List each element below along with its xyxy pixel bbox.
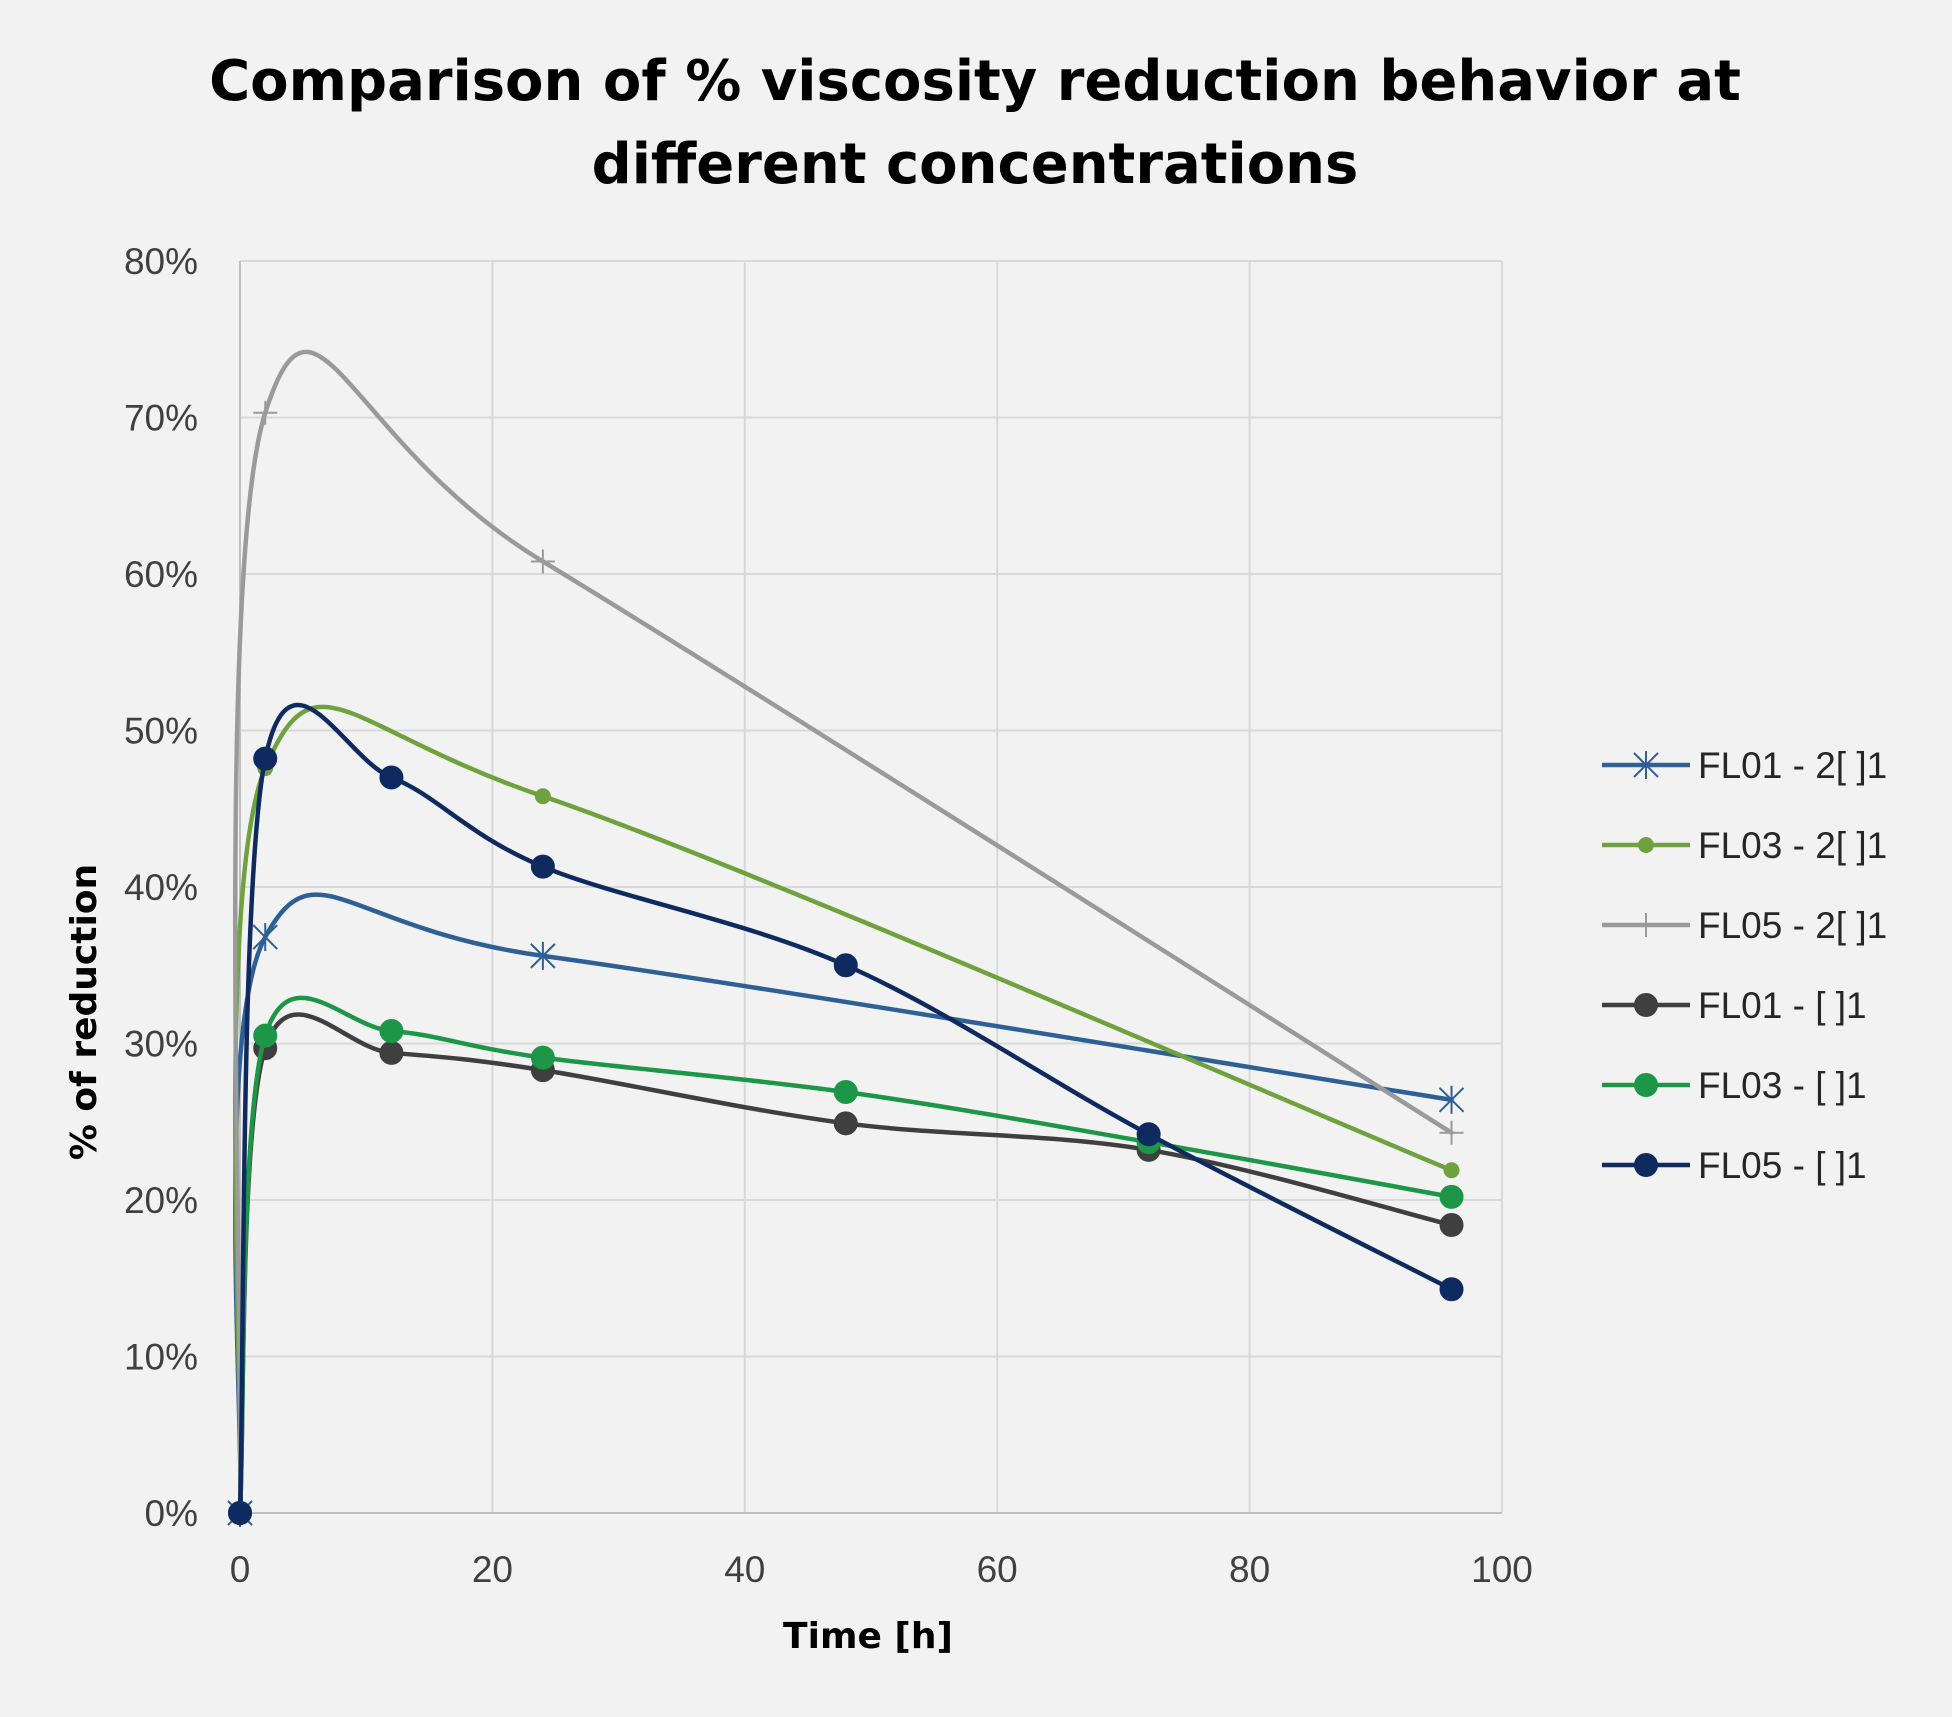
data-point-marker [252,923,278,952]
series-line [232,892,1454,1516]
data-point-marker [379,1018,404,1043]
data-point-marker [253,746,278,771]
series-1 [227,892,1465,1527]
gridlines [239,260,1503,1514]
legend-swatch-marker [1633,751,1659,779]
legend-item: FL03 - [ ]1 [1602,1065,1867,1106]
data-point-marker [833,1080,858,1105]
legend: FL01 - 2[ ]1 FL03 - 2[ ]1 FL05 - 2[ ]1 FL01… [1602,745,1887,1186]
data-point-marker [1439,1184,1464,1209]
data-point-marker [833,953,858,978]
data-point-marker [228,1501,252,1525]
legend-item: FL01 - 2[ ]1 [1602,745,1887,786]
legend-item: FL03 - 2[ ]1 [1602,825,1887,866]
legend-swatch-marker [1634,1073,1658,1097]
y-tick-label: 20% [124,1180,198,1221]
tick-labels: 0% 10% 20% 30% 40% 50% 60% 70% 80% 0 20 40 60 80 100 [124,241,1533,1590]
data-point-marker [1439,1213,1464,1238]
x-axis-title: Time [h] [783,1616,953,1657]
series-5 [228,995,1464,1525]
y-tick-label: 80% [124,241,198,282]
legend-swatch-marker [1634,993,1658,1017]
y-tick-label: 50% [124,711,198,752]
data-point-marker [530,1045,555,1070]
legend-item: FL05 - 2[ ]1 [1602,905,1887,946]
series-lines [227,349,1465,1527]
data-point-marker [1438,1085,1465,1114]
legend-label: FL03 - 2[ ]1 [1698,825,1887,866]
data-point-marker [1136,1122,1161,1147]
data-point-marker [1439,1277,1464,1302]
y-tick-label: 10% [124,1337,198,1378]
x-tick-label: 100 [1471,1549,1533,1590]
x-tick-label: 20 [472,1549,513,1590]
x-tick-label: 40 [724,1549,765,1590]
data-point-marker [1443,1162,1460,1179]
y-tick-label: 70% [124,398,198,439]
y-tick-label: 30% [124,1024,198,1065]
series-6 [228,702,1464,1525]
data-point-marker [534,788,551,805]
y-tick-label: 0% [145,1493,198,1534]
data-point-marker [530,854,555,879]
legend-item: FL01 - [ ]1 [1602,985,1867,1026]
legend-swatch-marker [1634,1153,1658,1177]
series-line [232,704,1454,1516]
series-line [237,702,1454,1516]
legend-swatch-marker [1634,913,1658,937]
x-tick-label: 80 [1229,1549,1270,1590]
data-point-marker [379,765,404,790]
x-tick-label: 60 [977,1549,1018,1590]
legend-label: FL03 - [ ]1 [1698,1065,1867,1106]
data-point-marker [253,1023,278,1048]
data-point-marker [1439,1120,1464,1145]
series-line [232,349,1454,1516]
y-axis-title: % of reduction [64,864,105,1160]
data-point-marker [253,400,278,425]
chart-title-line-1: Comparison of % viscosity reduction beha… [209,49,1741,114]
legend-label: FL05 - 2[ ]1 [1698,905,1887,946]
data-point-marker [833,1111,858,1136]
chart-title-line-2: different concentrations [592,132,1359,197]
series-line [237,995,1454,1516]
legend-label: FL05 - [ ]1 [1698,1145,1867,1186]
data-point-marker [530,941,556,970]
data-point-marker [530,549,555,574]
data-point-marker [379,1040,404,1065]
y-tick-label: 40% [124,867,198,908]
legend-label: FL01 - 2[ ]1 [1698,745,1887,786]
x-tick-label: 0 [230,1549,251,1590]
legend-label: FL01 - [ ]1 [1698,985,1867,1026]
legend-swatch-marker [1638,837,1654,853]
y-tick-label: 60% [124,554,198,595]
legend-item: FL05 - [ ]1 [1602,1145,1867,1186]
series-3 [228,349,1464,1525]
